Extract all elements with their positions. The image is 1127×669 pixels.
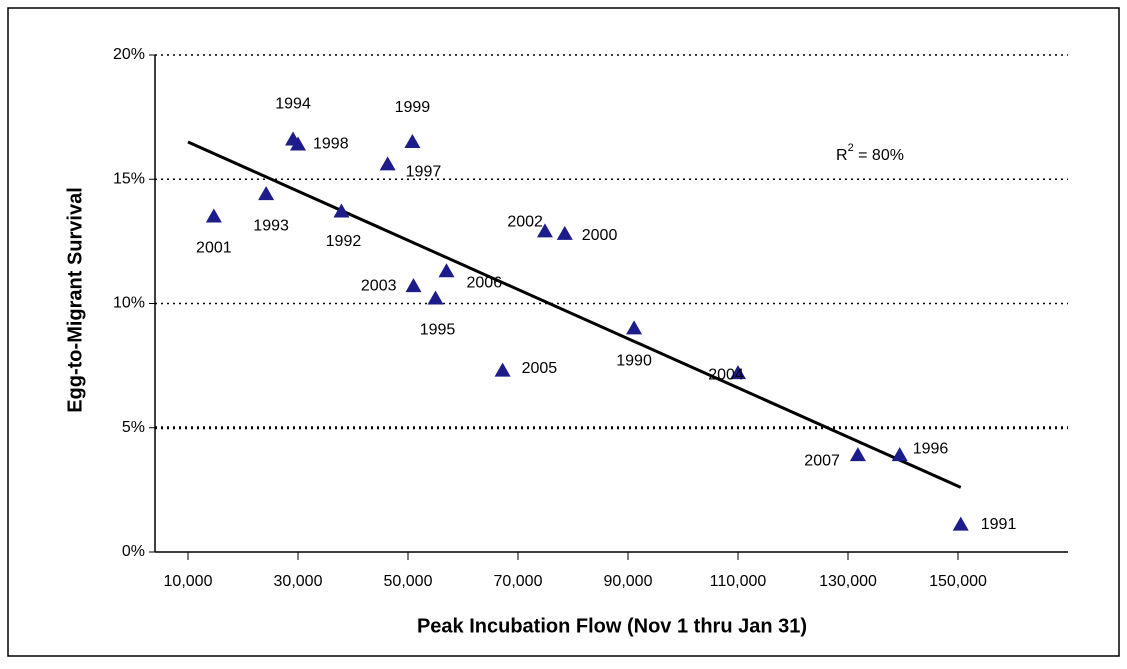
x-tick-label: 110,000 <box>710 573 767 590</box>
y-tick-label: 10% <box>113 295 145 312</box>
r2-rest: = 80% <box>854 147 904 164</box>
point-label: 1999 <box>395 99 431 116</box>
x-axis-label: Peak Incubation Flow (Nov 1 thru Jan 31) <box>417 615 807 637</box>
y-axis-label: Egg-to-Migrant Survival <box>64 187 86 413</box>
chart-border <box>7 7 1120 657</box>
point-label: 2002 <box>507 214 543 231</box>
point <box>205 208 222 223</box>
point-label: 2007 <box>804 452 840 469</box>
point-label: 2005 <box>522 360 558 377</box>
point-label: 1995 <box>420 322 456 339</box>
y-tick-label: 20% <box>113 46 145 63</box>
point <box>404 133 421 148</box>
point <box>290 136 306 151</box>
point-label: 1994 <box>275 96 311 113</box>
x-tick-label: 30,000 <box>274 573 323 590</box>
point <box>258 186 275 201</box>
y-tick-label: 5% <box>122 419 145 436</box>
point <box>730 365 746 380</box>
point <box>494 362 511 377</box>
point-label: 2006 <box>467 274 503 291</box>
point-label: 2000 <box>582 227 618 244</box>
point-label: 2004 <box>708 366 744 383</box>
r2-annotation: R2 = 80% <box>836 142 904 164</box>
point-label: 1992 <box>326 233 362 250</box>
point <box>952 516 969 531</box>
trendline <box>187 140 962 489</box>
y-tick-label: 0% <box>122 543 145 560</box>
point-label: 2003 <box>361 277 397 294</box>
point-label: 1991 <box>981 516 1017 533</box>
point-label: 1998 <box>313 136 349 153</box>
point <box>536 223 553 238</box>
x-tick-label: 130,000 <box>819 573 877 590</box>
point <box>556 225 573 240</box>
x-tick-label: 150,000 <box>929 573 987 590</box>
point <box>626 320 643 335</box>
point-label: 1997 <box>406 164 442 181</box>
x-tick-label: 50,000 <box>384 573 433 590</box>
point <box>438 263 455 278</box>
point-label: 1996 <box>913 440 949 457</box>
point <box>427 290 444 305</box>
x-tick-label: 10,000 <box>164 573 213 590</box>
point <box>849 447 866 462</box>
x-tick-label: 90,000 <box>604 573 653 590</box>
point-label: 1990 <box>616 353 652 370</box>
point-label: 2001 <box>196 240 232 257</box>
point <box>405 278 422 293</box>
point-label: 1993 <box>253 217 289 234</box>
r2-sup: 2 <box>848 142 854 154</box>
r2-base: R <box>836 147 848 164</box>
point <box>379 156 396 171</box>
point <box>891 447 908 462</box>
point <box>333 203 350 218</box>
y-tick-label: 15% <box>113 170 145 187</box>
x-tick-label: 70,000 <box>494 573 543 590</box>
